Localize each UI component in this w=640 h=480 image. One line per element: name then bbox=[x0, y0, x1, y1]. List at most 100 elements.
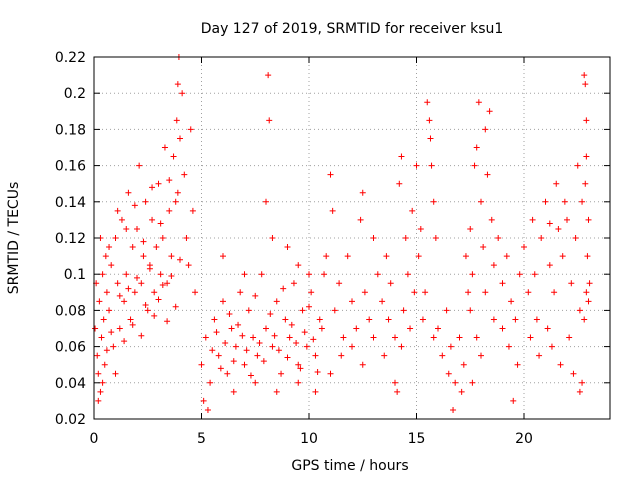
data-point bbox=[97, 388, 104, 395]
data-point bbox=[585, 216, 592, 223]
data-point bbox=[207, 379, 214, 386]
data-point bbox=[125, 285, 132, 292]
y-tick-label: 0.12 bbox=[55, 231, 86, 247]
data-point bbox=[256, 339, 263, 346]
x-tick-label: 20 bbox=[515, 431, 533, 447]
data-point bbox=[381, 352, 388, 359]
data-point bbox=[295, 262, 302, 269]
data-point bbox=[402, 235, 409, 241]
data-point bbox=[435, 325, 441, 332]
data-point bbox=[527, 334, 534, 341]
data-point bbox=[140, 253, 147, 260]
data-point bbox=[553, 180, 560, 187]
data-point bbox=[327, 370, 334, 377]
data-point bbox=[306, 303, 312, 310]
data-point bbox=[112, 370, 119, 377]
data-point bbox=[561, 198, 568, 205]
data-point bbox=[157, 220, 164, 227]
data-point bbox=[286, 334, 293, 341]
data-point bbox=[353, 325, 360, 332]
data-point bbox=[450, 406, 457, 413]
data-point bbox=[486, 108, 493, 115]
data-point bbox=[396, 180, 403, 187]
data-point bbox=[394, 388, 401, 395]
data-point bbox=[153, 244, 160, 251]
data-point bbox=[469, 379, 476, 386]
data-point bbox=[267, 311, 274, 318]
data-point bbox=[101, 361, 108, 368]
data-point bbox=[151, 312, 158, 319]
data-point bbox=[228, 325, 235, 332]
data-point bbox=[482, 289, 489, 296]
data-point bbox=[327, 171, 334, 178]
data-point bbox=[336, 280, 343, 287]
data-point bbox=[467, 225, 474, 232]
data-point bbox=[374, 271, 381, 278]
data-point bbox=[413, 162, 420, 169]
data-point bbox=[106, 307, 113, 314]
data-point bbox=[92, 325, 99, 332]
data-point bbox=[116, 325, 123, 332]
data-point bbox=[579, 379, 586, 386]
data-point bbox=[488, 216, 495, 223]
data-point bbox=[430, 334, 437, 341]
data-point bbox=[508, 298, 515, 305]
data-point bbox=[142, 301, 149, 308]
data-point bbox=[473, 144, 480, 151]
data-point bbox=[100, 316, 107, 323]
data-point bbox=[409, 207, 416, 214]
data-point bbox=[546, 220, 553, 227]
data-point bbox=[157, 271, 164, 278]
data-point bbox=[121, 338, 128, 345]
data-point bbox=[161, 144, 168, 151]
data-point bbox=[557, 361, 564, 368]
y-tick-label: 0.2 bbox=[64, 86, 86, 102]
data-point bbox=[323, 253, 330, 260]
data-point bbox=[404, 271, 411, 278]
data-point bbox=[430, 198, 437, 205]
data-point bbox=[232, 343, 239, 350]
data-point bbox=[480, 244, 487, 251]
data-point bbox=[583, 117, 590, 124]
data-point bbox=[138, 280, 145, 287]
data-point bbox=[411, 289, 418, 296]
data-point bbox=[521, 244, 527, 251]
data-point bbox=[465, 289, 472, 296]
data-point bbox=[293, 339, 300, 346]
data-point bbox=[108, 329, 115, 336]
data-point bbox=[241, 271, 248, 278]
x-tick-label: 15 bbox=[408, 431, 426, 447]
data-point bbox=[484, 171, 491, 178]
data-point bbox=[548, 343, 555, 350]
data-point bbox=[260, 358, 267, 365]
data-point bbox=[338, 352, 345, 359]
data-point bbox=[478, 352, 484, 359]
data-point bbox=[168, 273, 175, 280]
data-point bbox=[280, 285, 287, 292]
data-point bbox=[316, 316, 323, 323]
data-point bbox=[284, 244, 291, 251]
axis-ticks bbox=[93, 56, 610, 420]
data-point bbox=[297, 365, 304, 372]
data-point bbox=[172, 198, 179, 205]
data-point bbox=[419, 316, 426, 323]
data-point bbox=[174, 81, 181, 88]
data-point bbox=[273, 298, 280, 305]
data-point bbox=[469, 271, 476, 278]
data-point bbox=[177, 135, 183, 142]
data-point bbox=[215, 352, 222, 359]
data-point bbox=[204, 406, 211, 413]
data-point bbox=[173, 117, 180, 124]
data-point bbox=[220, 253, 226, 260]
data-point bbox=[490, 262, 497, 269]
data-point bbox=[312, 388, 319, 395]
data-point bbox=[239, 332, 246, 339]
data-point bbox=[295, 379, 302, 386]
data-point bbox=[226, 311, 233, 318]
data-point bbox=[125, 189, 132, 196]
data-point bbox=[243, 347, 250, 354]
data-point bbox=[536, 352, 543, 359]
data-point bbox=[321, 271, 328, 278]
y-tick-label: 0.14 bbox=[55, 195, 86, 211]
data-point bbox=[344, 253, 351, 260]
